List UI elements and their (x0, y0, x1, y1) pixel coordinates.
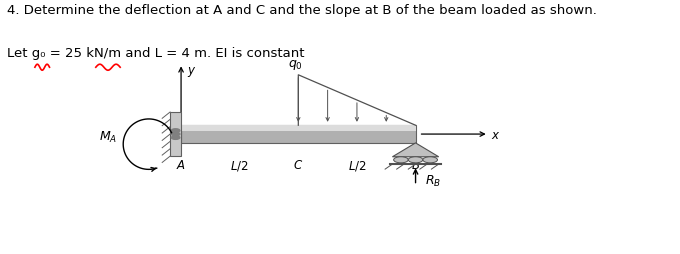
Text: $L/2$: $L/2$ (347, 158, 367, 172)
Circle shape (171, 136, 180, 140)
Text: y: y (187, 64, 194, 77)
Text: $B$: $B$ (411, 158, 420, 171)
Text: $A$: $A$ (176, 158, 186, 171)
Text: $q_0$: $q_0$ (288, 58, 303, 72)
Text: $C$: $C$ (293, 158, 303, 171)
Text: 4. Determine the deflection at A and C and the slope at B of the beam loaded as : 4. Determine the deflection at A and C a… (7, 4, 597, 17)
Text: x: x (492, 128, 498, 141)
Circle shape (171, 133, 180, 136)
Polygon shape (181, 126, 415, 143)
Bar (170, 113, 181, 156)
Text: $R_B$: $R_B$ (425, 173, 441, 188)
Text: $M_A$: $M_A$ (99, 130, 117, 145)
Circle shape (408, 157, 423, 163)
Circle shape (394, 157, 408, 163)
Text: $L/2$: $L/2$ (231, 158, 249, 172)
Polygon shape (181, 126, 415, 131)
Circle shape (171, 129, 180, 133)
Text: Let g₀ = 25 kN/m and L = 4 m. EI is constant: Let g₀ = 25 kN/m and L = 4 m. EI is cons… (7, 46, 305, 59)
Polygon shape (392, 143, 439, 157)
Circle shape (423, 157, 437, 163)
